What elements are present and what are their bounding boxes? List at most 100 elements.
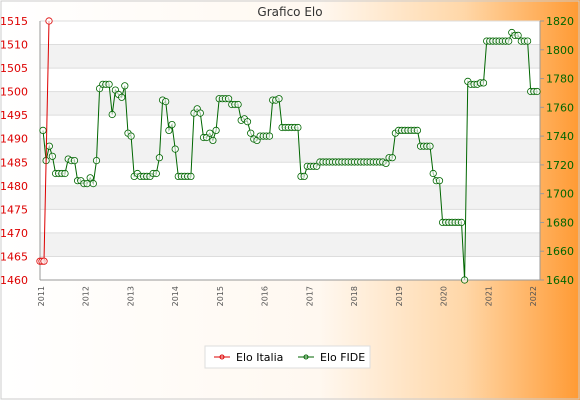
x-tick-label: 2014: [171, 286, 180, 306]
plot-band: [40, 232, 540, 257]
legend-box: [204, 345, 371, 369]
data-point-elo-fide: [105, 80, 113, 88]
right-tick-label: 1720: [546, 159, 574, 172]
right-tick-label: 1780: [546, 73, 574, 86]
data-point-elo-fide: [514, 31, 522, 40]
data-point-elo-fide: [243, 118, 252, 126]
data-point-elo-fide: [435, 177, 444, 185]
data-point-elo-fide: [165, 126, 173, 134]
left-tick-label: 1500: [0, 86, 28, 99]
plot-band: [40, 44, 540, 69]
right-tick-label: 1760: [546, 101, 574, 114]
x-tick-label: 2012: [82, 286, 91, 306]
data-point-elo-fide: [429, 169, 437, 178]
x-tick-label: 2013: [126, 286, 135, 306]
data-point-elo-fide: [382, 159, 390, 167]
plot-bands: [40, 21, 540, 280]
data-point-elo-italia: [45, 17, 53, 25]
data-point-elo-fide: [89, 180, 97, 188]
data-point-elo-fide: [523, 37, 532, 45]
data-point-elo-fide: [45, 142, 53, 150]
right-tick-label: 1680: [546, 216, 574, 229]
left-tick-label: 1485: [0, 156, 28, 169]
right-tick-label: 1800: [546, 44, 574, 57]
x-tick-label: 2016: [261, 286, 270, 306]
x-tick-label: 2015: [216, 286, 225, 306]
data-point-elo-fide: [300, 172, 308, 180]
legend: Elo Italia Elo FIDE: [204, 345, 371, 369]
plot-band: [40, 138, 540, 163]
left-tick-label: 1515: [0, 15, 28, 28]
data-point-elo-fide: [83, 180, 91, 188]
left-tick-label: 1480: [0, 180, 28, 193]
data-point-elo-fide: [533, 87, 541, 96]
data-point-elo-fide: [61, 169, 69, 178]
data-point-elo-fide: [265, 132, 274, 140]
right-y-axis: 1640 1660 1680 1700 1720 1740 1760 1780 1800 1820: [539, 15, 574, 287]
data-point-elo-fide: [127, 132, 135, 140]
data-point-elo-fide: [505, 37, 513, 45]
data-point-elo-fide: [39, 126, 47, 134]
data-point-elo-fide: [92, 157, 101, 165]
legend-label-elo-fide: Elo FIDE: [320, 351, 365, 364]
data-point-elo-fide: [457, 218, 466, 226]
x-axis: 2011 2012 2013 2014 2015 2016 2017 2018 2019 2020…: [37, 279, 540, 306]
data-point-elo-fide: [155, 154, 163, 162]
plot-band: [40, 185, 540, 210]
data-point-elo-fide: [212, 126, 220, 134]
data-point-elo-fide: [206, 129, 214, 137]
data-point-elo-fide: [413, 126, 421, 134]
data-point-elo-fide: [388, 154, 396, 162]
data-point-elo-fide: [162, 98, 170, 106]
data-point-elo-fide: [187, 172, 195, 180]
data-point-elo-fide: [426, 142, 434, 150]
data-point-elo-fide: [294, 123, 302, 132]
data-point-elo-fide: [70, 157, 79, 165]
right-tick-label: 1660: [546, 245, 574, 258]
right-tick-label: 1640: [546, 274, 574, 287]
left-tick-label: 1465: [0, 250, 28, 263]
left-tick-label: 1470: [0, 227, 28, 240]
left-tick-label: 1475: [0, 203, 28, 216]
chart-title: Grafico Elo: [257, 5, 322, 19]
data-point-elo-fide: [209, 136, 217, 144]
data-point-elo-fide: [152, 169, 160, 178]
data-point-elo-fide: [108, 110, 116, 119]
data-point-elo-italia: [40, 257, 48, 265]
data-point-elo-fide: [196, 109, 204, 117]
data-point-elo-fide: [118, 93, 126, 101]
data-point-elo-fide: [121, 82, 129, 90]
data-point-elo-fide: [225, 95, 233, 103]
series-elo-fide: [39, 28, 541, 284]
x-tick-label: 2021: [484, 286, 493, 306]
x-tick-label: 2020: [440, 286, 449, 306]
left-tick-label: 1460: [0, 274, 28, 287]
right-tick-label: 1740: [546, 130, 574, 143]
right-tick-label: 1700: [546, 188, 574, 201]
data-point-elo-fide: [275, 95, 283, 103]
right-tick-label: 1820: [546, 15, 574, 28]
legend-marker-elo-fide: [303, 354, 309, 360]
left-y-axis: 1460 1465 1470 1475 1480 1485 1490 1495 1500 1505…: [0, 15, 41, 287]
data-point-elo-fide: [460, 276, 469, 284]
x-tick-label: 2011: [37, 286, 46, 306]
data-point-elo-fide: [86, 174, 94, 182]
legend-marker-elo-italia: [219, 354, 225, 360]
x-tick-label: 2017: [305, 286, 314, 306]
x-tick-label: 2022: [529, 286, 538, 306]
legend-label-elo-italia: Elo Italia: [236, 351, 283, 364]
left-tick-label: 1510: [0, 39, 28, 52]
x-tick-label: 2018: [350, 286, 359, 306]
data-point-elo-fide: [171, 145, 179, 153]
data-point-elo-fide: [247, 129, 255, 137]
left-tick-label: 1505: [0, 62, 28, 75]
left-tick-label: 1495: [0, 109, 28, 122]
data-point-elo-fide: [168, 121, 176, 129]
data-point-elo-fide: [48, 152, 57, 160]
data-point-elo-fide: [479, 79, 488, 87]
data-point-elo-fide: [234, 100, 242, 109]
series-elo-italia: [36, 17, 53, 265]
